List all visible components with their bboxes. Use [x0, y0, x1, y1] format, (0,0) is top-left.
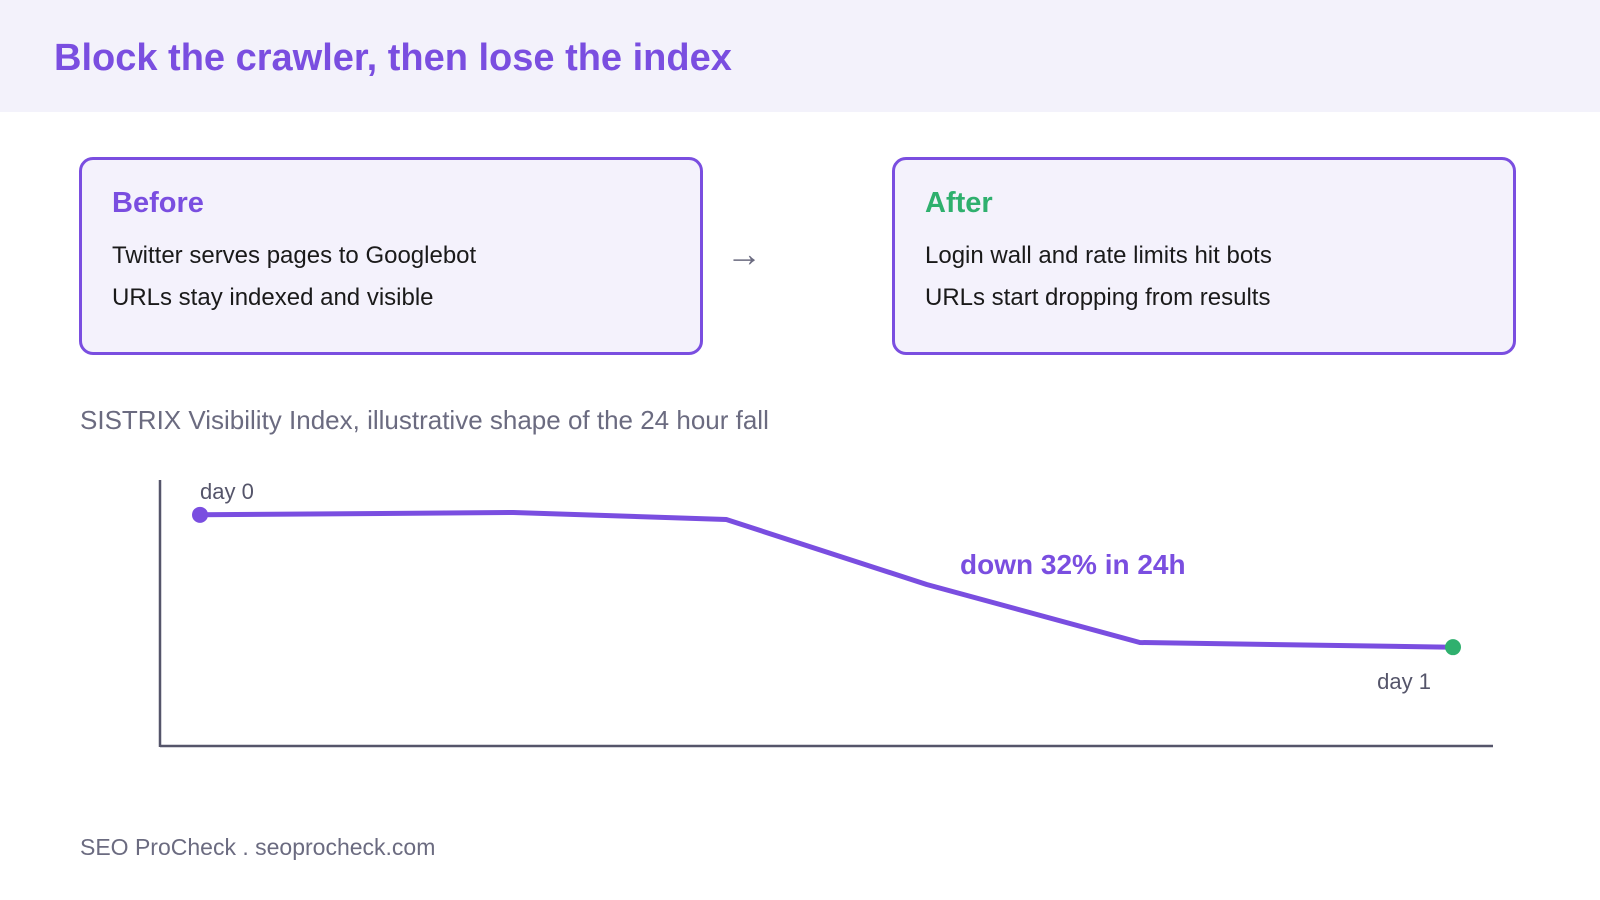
page-title: Block the crawler, then lose the index: [54, 37, 732, 79]
before-heading: Before: [112, 187, 204, 219]
after-line-1: Login wall and rate limits hit bots: [925, 242, 1272, 269]
chart-caption: SISTRIX Visibility Index, illustrative s…: [80, 405, 769, 435]
before-line-1: Twitter serves pages to Googlebot: [112, 242, 477, 269]
start-x-label: day 0: [200, 479, 254, 504]
end-data-point: [1445, 639, 1461, 656]
right-arrow-icon: →: [726, 233, 762, 274]
before-card: Before Twitter serves pages to Googlebot…: [79, 157, 703, 355]
footer-credit: SEO ProCheck . seoprocheck.com: [80, 834, 436, 860]
visibility-series-line: [197, 510, 1456, 650]
drop-annotation: down 32% in 24h: [960, 549, 1186, 580]
after-heading: After: [925, 187, 993, 219]
before-line-2: URLs stay indexed and visible: [112, 284, 434, 311]
start-data-point: [192, 506, 208, 523]
after-card: After Login wall and rate limits hit bot…: [892, 157, 1516, 355]
header-band: [0, 0, 1600, 112]
after-line-2: URLs start dropping from results: [925, 284, 1271, 311]
end-x-label: day 1: [1377, 669, 1431, 694]
